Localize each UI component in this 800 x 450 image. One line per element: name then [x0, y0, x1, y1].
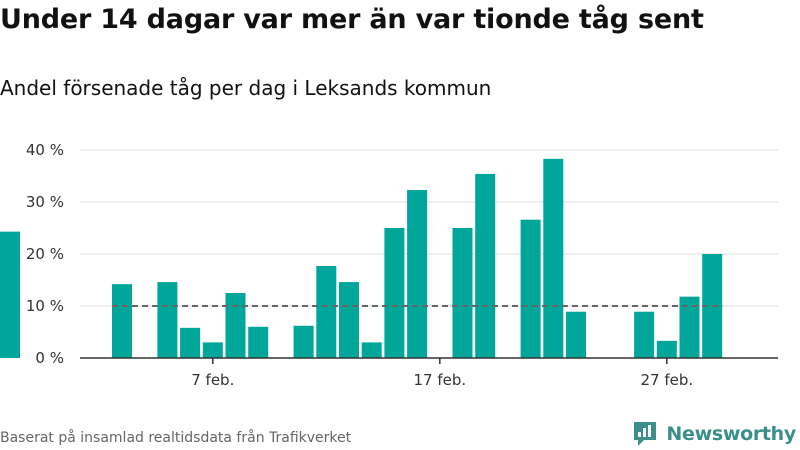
bar — [543, 158, 564, 358]
bar — [679, 296, 700, 358]
bar — [0, 231, 20, 358]
bars — [0, 158, 723, 358]
source-note: Baserat på insamlad realtidsdata från Tr… — [0, 430, 352, 446]
y-tick-label: 30 % — [26, 193, 64, 211]
y-tick-label: 40 % — [26, 141, 64, 159]
bar — [180, 327, 201, 358]
chart-title: Under 14 dagar var mer än var tionde tåg… — [0, 4, 704, 35]
bar — [452, 228, 473, 358]
bar — [225, 293, 246, 358]
bar-chart: 0 % 10 % 20 % 30 % 40 % 7 feb. 17 feb. 27 feb. — [0, 141, 778, 389]
y-tick-label: 20 % — [26, 245, 64, 263]
bar — [656, 340, 677, 358]
bar — [293, 325, 314, 358]
bar — [202, 342, 223, 358]
bar — [157, 282, 178, 358]
bar-chart-speech-bubble-icon — [634, 422, 657, 446]
grid-lines — [80, 149, 778, 307]
bar — [566, 311, 586, 358]
y-tick-label: 10 % — [26, 297, 64, 315]
bar — [475, 173, 496, 358]
x-axis: 7 feb. 17 feb. 27 feb. — [80, 357, 778, 389]
brand-name: Newsworthy — [666, 423, 796, 445]
y-tick-label: 0 % — [35, 349, 64, 367]
bar — [520, 219, 541, 358]
bar — [339, 282, 359, 358]
brand-logo: Newsworthy — [632, 420, 796, 448]
x-tick-label: 7 feb. — [191, 371, 234, 389]
x-tick-label: 17 feb. — [413, 371, 466, 389]
bar — [248, 326, 269, 358]
x-tick-label: 27 feb. — [640, 371, 693, 389]
chart-subtitle: Andel försenade tåg per dag i Leksands k… — [0, 76, 492, 100]
bar — [316, 265, 337, 358]
bar — [634, 311, 655, 358]
y-axis-labels: 0 % 10 % 20 % 30 % 40 % — [26, 141, 64, 367]
bar — [361, 342, 382, 358]
bar — [384, 228, 405, 358]
bar — [112, 284, 132, 358]
bar — [407, 190, 428, 358]
